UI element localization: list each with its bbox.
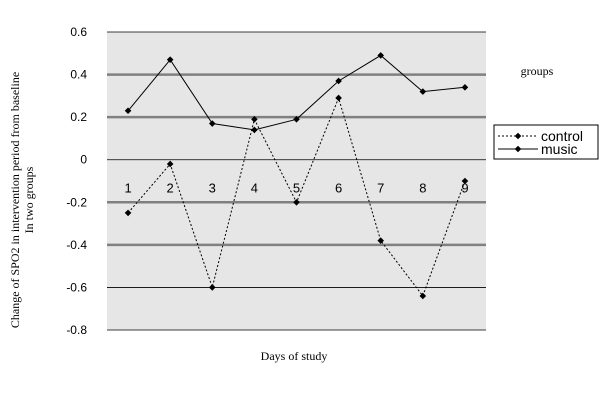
plot-area — [107, 32, 486, 330]
data-point-music — [251, 126, 258, 134]
x-category-label: 8 — [419, 181, 426, 196]
x-category-label: 7 — [377, 181, 384, 196]
y-tick-label: 0.6 — [70, 25, 87, 39]
y-axis-title-line2: In two groups — [22, 166, 36, 233]
data-point-music — [166, 56, 174, 63]
data-point-control — [251, 115, 258, 123]
y-tick-label: 0 — [80, 153, 87, 167]
x-category-label: 9 — [461, 181, 468, 196]
data-point-music — [124, 107, 132, 115]
y-tick-label: -0.8 — [66, 323, 87, 337]
y-tick-label: 0.2 — [70, 110, 87, 124]
legend-marker-control — [514, 132, 522, 140]
x-category-label: 3 — [209, 181, 216, 196]
y-tick-label: 0.4 — [70, 68, 87, 82]
data-point-control — [293, 198, 300, 206]
x-category-label: 5 — [293, 181, 300, 196]
data-point-control — [461, 177, 469, 185]
legend-box — [493, 124, 599, 160]
data-point-control — [208, 284, 216, 291]
data-point-control — [377, 237, 385, 244]
y-tick-label: -0.6 — [66, 280, 87, 294]
data-point-control — [166, 160, 174, 168]
y-tick-label: -0.2 — [66, 195, 87, 209]
legend-label-control: control — [541, 128, 583, 144]
data-point-music — [208, 120, 216, 127]
data-point-music — [293, 115, 300, 123]
data-point-control — [419, 292, 427, 300]
x-category-label: 2 — [167, 181, 174, 196]
legend-marker-music — [514, 145, 522, 153]
data-point-control — [124, 209, 132, 217]
x-category-label: 4 — [251, 181, 258, 196]
data-point-music — [335, 77, 342, 85]
legend-title: groups — [521, 64, 554, 78]
data-point-music — [419, 88, 427, 95]
y-tick-label: -0.4 — [66, 238, 87, 252]
legend-label-music: music — [541, 141, 578, 157]
data-point-music — [377, 52, 385, 59]
x-axis-title: Days of study — [261, 349, 328, 363]
data-point-control — [335, 94, 342, 102]
data-point-music — [461, 84, 469, 91]
x-category-label: 1 — [124, 181, 131, 196]
y-axis-title-line1: Change of SPO2 in intervention period fr… — [8, 72, 22, 328]
x-category-label: 6 — [335, 181, 342, 196]
